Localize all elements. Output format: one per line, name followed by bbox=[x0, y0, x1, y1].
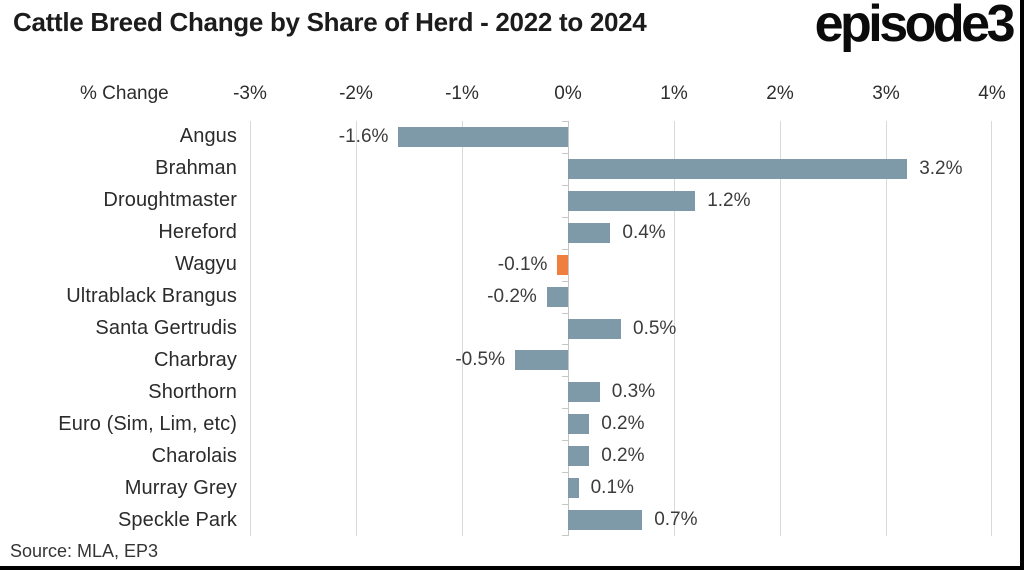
gridline bbox=[462, 121, 463, 536]
x-tick-label: 1% bbox=[660, 83, 688, 104]
category-label: Santa Gertrudis bbox=[95, 316, 237, 339]
x-axis-caption: % Change bbox=[80, 83, 169, 104]
bar-shorthorn bbox=[568, 382, 600, 403]
category-label: Wagyu bbox=[174, 253, 237, 276]
bar-value-label: 0.2% bbox=[601, 413, 645, 435]
category-label: Angus bbox=[179, 125, 237, 148]
bar-ultrablack-brangus bbox=[546, 286, 568, 307]
bar-wagyu bbox=[557, 254, 568, 275]
bar-value-label: 0.7% bbox=[654, 509, 698, 531]
axis-tick bbox=[562, 281, 568, 282]
axis-tick bbox=[562, 217, 568, 218]
bar-value-label: -0.1% bbox=[497, 253, 548, 275]
bar-value-label: 3.2% bbox=[919, 157, 963, 179]
x-tick-label: 4% bbox=[978, 83, 1006, 104]
bar-value-label: 1.2% bbox=[707, 189, 751, 211]
bar-charbray bbox=[515, 350, 568, 371]
bar-value-label: 0.5% bbox=[633, 317, 677, 339]
bar-value-label: 0.4% bbox=[622, 221, 666, 243]
axis-tick bbox=[562, 440, 568, 441]
axis-tick bbox=[562, 121, 568, 122]
plot-area: -1.6% 3.2% 1.2% 0.4% -0.1% -0.2% 0.5% -0.5% 0.3%… bbox=[250, 121, 992, 536]
frame-border-bottom bbox=[0, 566, 1024, 570]
gridline bbox=[356, 121, 357, 536]
gridline bbox=[886, 121, 887, 536]
bar-value-label: 0.1% bbox=[590, 477, 634, 499]
episode3-logo: episode3 bbox=[814, 0, 1016, 53]
x-tick-label: -2% bbox=[339, 83, 373, 104]
gridline bbox=[250, 121, 251, 536]
bar-brahman bbox=[568, 158, 908, 179]
category-label: Droughtmaster bbox=[103, 189, 237, 212]
x-tick-label: -1% bbox=[445, 83, 479, 104]
gridline bbox=[674, 121, 675, 536]
x-tick-label: 0% bbox=[554, 83, 582, 104]
bar-angus bbox=[398, 126, 568, 147]
bar-value-label: -0.2% bbox=[487, 285, 537, 307]
bar-droughtmaster bbox=[568, 190, 696, 211]
bar-speckle-park bbox=[568, 510, 643, 531]
axis-tick bbox=[562, 504, 568, 505]
axis-tick bbox=[562, 408, 568, 409]
gridline bbox=[991, 121, 992, 536]
bar-euro-sim-lim-etc bbox=[568, 414, 590, 435]
category-label: Charolais bbox=[151, 444, 237, 467]
bar-murray-grey bbox=[568, 478, 579, 499]
category-label: Murray Grey bbox=[124, 476, 237, 499]
category-label: Brahman bbox=[155, 157, 237, 180]
axis-tick bbox=[562, 376, 568, 377]
bar-santa-gertrudis bbox=[568, 318, 621, 339]
axis-tick bbox=[562, 472, 568, 473]
chart-title: Cattle Breed Change by Share of Herd - 2… bbox=[13, 7, 647, 37]
category-label: Shorthorn bbox=[148, 380, 237, 403]
category-label: Speckle Park bbox=[117, 508, 237, 531]
category-label: Euro (Sim, Lim, etc) bbox=[58, 412, 237, 435]
axis-tick bbox=[562, 344, 568, 345]
x-tick-label: 2% bbox=[766, 83, 794, 104]
axis-tick bbox=[562, 535, 568, 536]
bar-value-label: 0.3% bbox=[611, 381, 656, 403]
gridline bbox=[780, 121, 781, 536]
source-note: Source: MLA, EP3 bbox=[10, 541, 159, 561]
axis-tick bbox=[562, 313, 568, 314]
x-tick-label: 3% bbox=[872, 83, 900, 104]
bar-value-label: -0.5% bbox=[455, 349, 505, 371]
frame-border-right bbox=[1020, 0, 1024, 570]
axis-tick bbox=[562, 185, 568, 186]
axis-tick bbox=[562, 249, 568, 250]
bar-charolais bbox=[568, 446, 590, 467]
category-label: Charbray bbox=[153, 348, 237, 371]
x-tick-label: -3% bbox=[233, 83, 267, 104]
category-label: Hereford bbox=[158, 221, 237, 244]
bar-value-label: -1.6% bbox=[338, 125, 389, 147]
category-axis: Angus Brahman Droughtmaster Hereford Wagyu Ul… bbox=[0, 121, 237, 536]
bar-hereford bbox=[568, 222, 611, 243]
bar-value-label: 0.2% bbox=[601, 445, 645, 467]
axis-tick bbox=[562, 153, 568, 154]
category-label: Ultrablack Brangus bbox=[66, 285, 237, 308]
